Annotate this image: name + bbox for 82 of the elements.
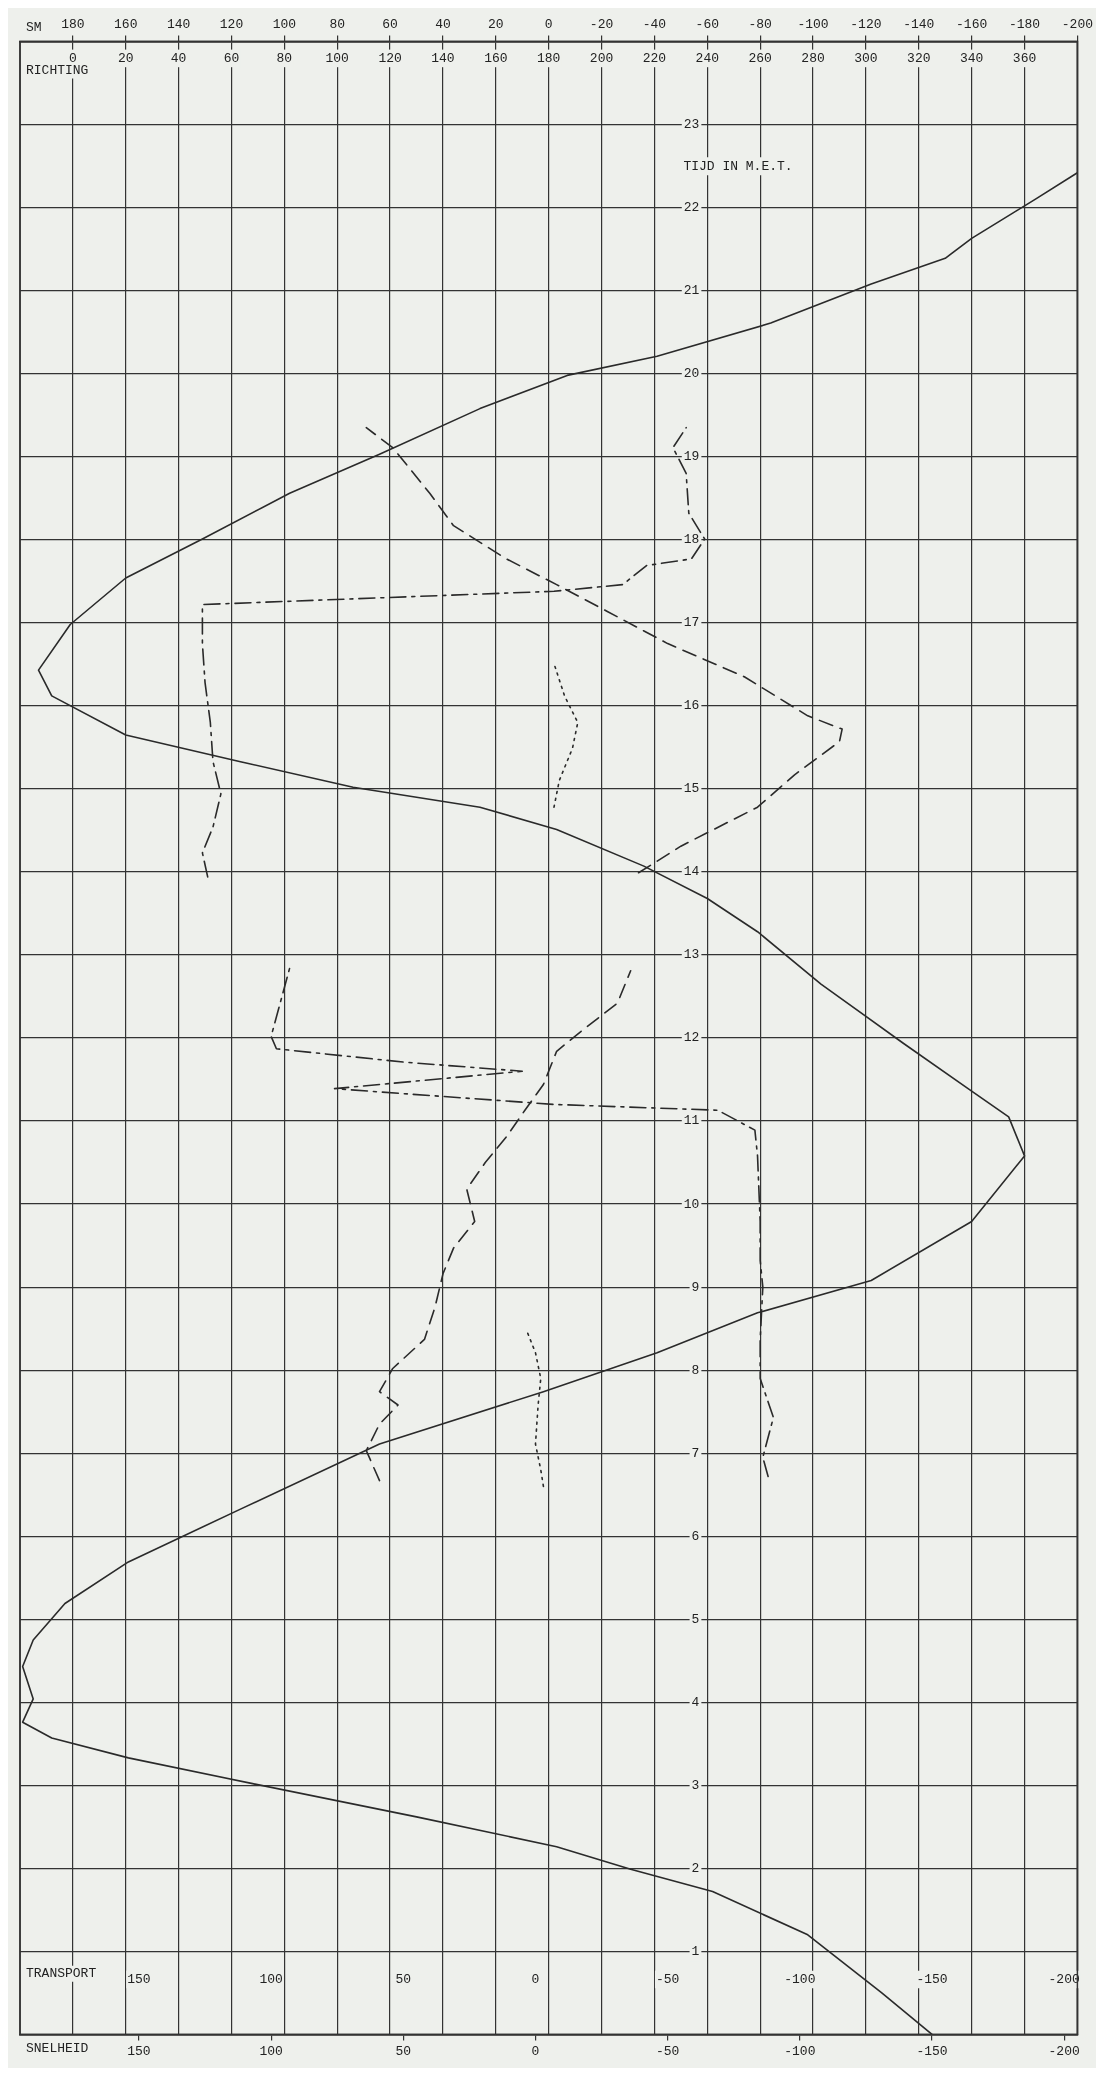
- y-tick-label: 6: [691, 1528, 700, 1544]
- y-tick-label: 12: [683, 1030, 700, 1046]
- y-tick-label: 5: [691, 1611, 700, 1627]
- y-tick-label: 11: [683, 1113, 700, 1129]
- y-tick-label: 22: [683, 200, 700, 216]
- x2-tick-label: -100: [797, 17, 829, 33]
- y-axis-title: TIJD IN M.E.T.: [683, 158, 793, 174]
- x2-tick-label: 360: [1012, 50, 1037, 66]
- y-tick-label: 18: [683, 532, 700, 548]
- x2-axis-title: SM: [26, 20, 42, 36]
- x2-tick-label: 280: [801, 50, 825, 66]
- x-tick-label: 50: [395, 1971, 412, 1987]
- x2-tick-label: 80: [276, 50, 293, 66]
- x2-tick-label: 80: [329, 17, 346, 33]
- x-tick-label: 0: [531, 2043, 540, 2059]
- x2-tick-label: -40: [642, 17, 667, 33]
- x2-tick-label: 40: [435, 17, 451, 33]
- x-tick-label: 100: [259, 2043, 283, 2059]
- x2-tick-label: 320: [907, 50, 931, 66]
- x2-tick-label: -120: [850, 17, 882, 33]
- x-tick-label: -100: [784, 2043, 816, 2059]
- x2-tick-label: 0: [68, 50, 77, 66]
- x2-tick-label: 300: [854, 50, 878, 66]
- y-tick-label: 13: [683, 947, 700, 963]
- y-tick-label: 14: [683, 864, 700, 880]
- x2-tick-label: 120: [378, 50, 402, 66]
- y-tick-label: 21: [683, 283, 700, 299]
- x2-tick-label: 180: [61, 17, 85, 33]
- x2-tick-label: 40: [170, 50, 187, 66]
- y-tick-label: 19: [683, 449, 700, 465]
- x2-tick-label: 140: [431, 50, 455, 66]
- x-tick-label: 150: [127, 1971, 151, 1987]
- x2-axis-title: RICHTING: [26, 63, 89, 79]
- y-tick-label: 17: [683, 615, 700, 631]
- x2-tick-label: 220: [642, 50, 667, 66]
- x2-tick-label: 60: [382, 17, 398, 33]
- y-tick-label: 20: [683, 366, 700, 382]
- x-axis-title: TRANSPORT: [26, 1966, 97, 1982]
- x2-tick-label: 160: [484, 50, 508, 66]
- x2-tick-label: 60: [223, 50, 240, 66]
- x2-tick-label: 140: [166, 17, 191, 33]
- y-tick-label: 3: [691, 1777, 700, 1793]
- x2-tick-label: -80: [748, 17, 772, 33]
- y-tick-label: 9: [691, 1279, 700, 1295]
- x2-tick-label: -160: [956, 17, 988, 33]
- x2-tick-label: -180: [1008, 17, 1041, 33]
- x2-tick-label: 200: [589, 50, 614, 66]
- x2-tick-label: -20: [589, 17, 614, 33]
- y-tick-label: 2: [691, 1860, 700, 1876]
- x2-tick-label: 100: [272, 17, 297, 33]
- x2-tick-label: 20: [117, 50, 134, 66]
- x2-tick-label: 0: [544, 17, 553, 33]
- x-tick-label: -100: [784, 1971, 816, 1987]
- x2-tick-label: 240: [695, 50, 720, 66]
- x2-tick-label: -140: [903, 17, 935, 33]
- y-tick-label: 15: [683, 781, 700, 797]
- y-tick-label: 23: [683, 117, 700, 133]
- x-tick-label: 100: [259, 1971, 283, 1987]
- x-tick-label: 150: [127, 2043, 151, 2059]
- x-axis-title: SNELHEID: [26, 2040, 89, 2056]
- y-tick-label: 7: [691, 1445, 700, 1461]
- x2-tick-label: 180: [537, 50, 561, 66]
- x-tick-label: -50: [655, 2043, 680, 2059]
- y-tick-label: 10: [683, 1196, 700, 1212]
- x2-tick-label: 20: [488, 17, 504, 33]
- y-tick-label: 1: [691, 1943, 700, 1959]
- x2-tick-label: -200: [1061, 17, 1094, 33]
- x2-tick-label: 100: [325, 50, 349, 66]
- x-tick-label: -150: [916, 2043, 948, 2059]
- y-tick-label: 4: [691, 1694, 700, 1710]
- x-tick-label: -150: [916, 1971, 948, 1987]
- x-tick-label: 50: [395, 2043, 412, 2059]
- y-tick-label: 8: [691, 1362, 700, 1378]
- x-tick-label: -200: [1048, 2043, 1080, 2059]
- x-tick-label: -50: [655, 1971, 680, 1987]
- x2-tick-label: 160: [114, 17, 138, 33]
- x2-tick-label: 340: [959, 50, 984, 66]
- x2-tick-label: -60: [695, 17, 720, 33]
- y-tick-label: 16: [683, 698, 700, 714]
- x2-tick-label: 260: [748, 50, 772, 66]
- x2-tick-label: 120: [219, 17, 244, 33]
- x-tick-label: 0: [531, 1971, 540, 1987]
